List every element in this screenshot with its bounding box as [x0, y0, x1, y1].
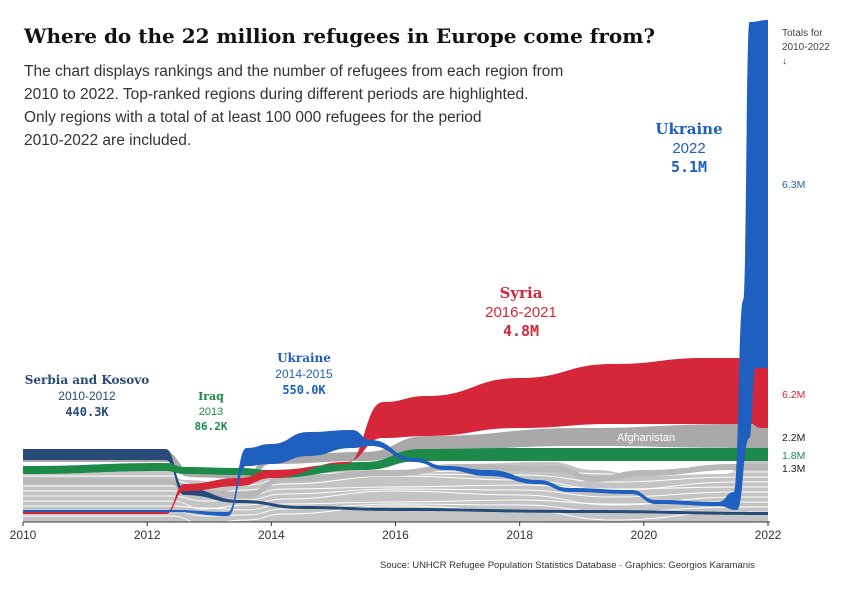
- annotation-region-name: Serbia and Kosovo: [25, 373, 150, 387]
- annotation-region-name: Ukraine: [277, 351, 331, 365]
- stream-separator: [22, 505, 768, 525]
- annotation-region-name: Syria: [500, 284, 543, 302]
- total-value: 6.2M: [782, 389, 805, 401]
- annotation-value: 440.3K: [65, 405, 109, 419]
- annotations: Afghanistan Eritrea Serbia and Kosovo 2010-…: [25, 120, 723, 470]
- total-value: 1.3M: [782, 463, 805, 475]
- chart-title: Where do the 22 million refugees in Euro…: [24, 24, 656, 48]
- x-tick-label: 2022: [755, 528, 782, 542]
- x-tick-label: 2012: [134, 528, 161, 542]
- annotation-value: 5.1M: [671, 158, 707, 176]
- chart-subtitle: The chart displays rankings and the numb…: [24, 60, 604, 152]
- annotation-period: 2010-2012: [58, 389, 116, 403]
- eritrea-stream-label: Eritrea: [663, 460, 690, 470]
- x-tick-label: 2016: [382, 528, 409, 542]
- eritrea-stream: [23, 464, 768, 498]
- totals-header: ↓: [782, 56, 787, 67]
- syria-stream: [23, 358, 768, 514]
- annotation-period: 2022: [672, 140, 705, 157]
- annotation-value: 550.0K: [282, 383, 326, 397]
- iraq-stream: [23, 448, 768, 478]
- subtitle-line: The chart displays rankings and the numb…: [24, 63, 564, 80]
- annotation-region-name: Iraq: [198, 390, 224, 403]
- x-tick-label: 2010: [10, 528, 37, 542]
- subtitle-line: 2010-2022 are included.: [24, 132, 192, 149]
- subtitle-line: 2010 to 2022. Top-ranked regions during …: [24, 86, 529, 103]
- total-value: 2.2M: [782, 432, 805, 444]
- highlighted-region-streams: [23, 20, 768, 516]
- x-tick-label: 2018: [506, 528, 533, 542]
- totals-header: Totals for: [782, 28, 823, 39]
- total-value: 6.3M: [782, 179, 805, 191]
- x-tick-label: 2020: [630, 528, 657, 542]
- source-caption: Souce: UNHCR Refugee Population Statisti…: [380, 560, 755, 571]
- x-axis-ticks: 2010 2012 2014 2016 2018 2020 2022: [10, 522, 782, 542]
- annotation-period: 2013: [199, 406, 223, 418]
- subtitle-line: Only regions with a total of at least 10…: [24, 109, 482, 126]
- stream-separator: [23, 488, 768, 502]
- annotation-value: 4.8M: [503, 322, 539, 340]
- totals: Totals for 2010-2022 ↓ 6.3M 6.2M 2.2M 1.8M1.3M: [782, 28, 830, 475]
- annotation-region-name: Ukraine: [655, 120, 722, 138]
- annotation-value: 86.2K: [194, 420, 227, 433]
- totals-header: 2010-2022: [782, 42, 830, 53]
- x-tick-label: 2014: [258, 528, 285, 542]
- annotation-period: 2014-2015: [275, 367, 333, 381]
- annotation-period: 2016-2021: [485, 304, 557, 321]
- serbia-kosovo-stream: [23, 449, 768, 515]
- afghanistan-stream-label: Afghanistan: [617, 432, 675, 444]
- total-value: 1.8M: [782, 450, 805, 462]
